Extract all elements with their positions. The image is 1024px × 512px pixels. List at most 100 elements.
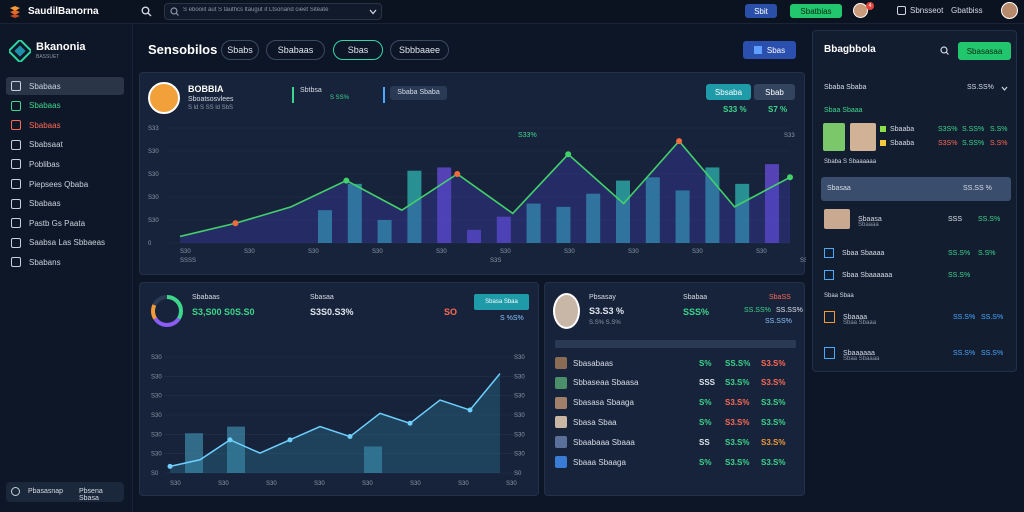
header-action-button[interactable]: Sbas — [743, 41, 796, 59]
app-logo-icon — [10, 6, 20, 18]
top-button-success[interactable]: Sbatbias — [790, 4, 842, 18]
right-item-c[interactable]: Sbaaaa SS.S% SS.S% — [824, 307, 1012, 327]
chevron-down-icon[interactable] — [1001, 86, 1008, 91]
nav-icon — [11, 218, 21, 229]
left-chart: S30 S30 S30 S30 S30 S30 S30 S30 S30 S30 S30 S30 S0 S0… — [151, 355, 525, 487]
chart-bar — [735, 183, 750, 243]
tab-3[interactable]: Sbas — [333, 40, 383, 60]
right-item-b[interactable]: Sbaa Sbaaaa SS.S% S.S% — [824, 243, 1012, 263]
right-item-a[interactable]: Sbaaba S3S% S.SS% S.S% — [880, 133, 1012, 153]
tab-1[interactable]: Sbabs — [221, 40, 259, 60]
ranking-panel: Pbsasay S3.S3 % S.S% S.S% Sbabaa SSS% Sb… — [544, 282, 805, 496]
item-v2: S.SS% — [962, 139, 985, 147]
chevron-down-icon[interactable] — [369, 9, 377, 15]
search-icon[interactable] — [940, 46, 949, 55]
chart-button-a[interactable]: Sbsaba — [706, 84, 751, 100]
kpi-b-chip[interactable]: Sbaba Sbaba — [390, 86, 447, 100]
section-c: Sbaba S Sbaaaaaa — [824, 159, 877, 165]
sidebar-item-6[interactable]: Sbabaas — [6, 195, 124, 213]
ranking-row[interactable]: Sbasa Sbaa S% S3.S% S3.S% — [555, 412, 796, 432]
sidebar-item-0[interactable]: Sbabaas — [6, 77, 124, 95]
item-name: Sbaaba — [890, 139, 915, 147]
chart-bar — [586, 193, 601, 243]
chart-bar — [705, 167, 720, 243]
ranking-row[interactable]: Sbbaseaa Sbaasa SSS S3.S% S3.S% — [555, 373, 796, 393]
row-thumbnail — [555, 376, 567, 389]
chart-button-b[interactable]: Sbab — [754, 84, 795, 100]
sidebar-item-8[interactable]: Saabsa Las Sbbaeas — [6, 234, 124, 252]
ranking-row[interactable]: Sbasasa Sbaaga S% S3.S% S3.S% — [555, 393, 796, 413]
sidebar-item-4[interactable]: Poblibas — [6, 155, 124, 173]
right-item-b[interactable]: Sbaasa SSS SS.S% — [824, 209, 1012, 229]
header-action-label: Sbas — [766, 45, 786, 55]
tab-4[interactable]: Sbbbaaee — [390, 40, 449, 60]
sidebar-item-label: Sbabsaat — [29, 140, 63, 150]
sidebar-item-label: Sbabaas — [29, 101, 61, 111]
settings-icon — [11, 487, 20, 496]
item-v3: S.S% — [990, 125, 1008, 133]
user-avatar[interactable] — [1001, 2, 1018, 19]
row-name: Sbaaa Sbaaga — [573, 457, 626, 467]
x-tick-label: S30 — [436, 249, 447, 255]
top-button-primary[interactable]: Sbit — [745, 4, 777, 18]
x-tick-label: S30 — [564, 249, 575, 255]
profile-avatar — [148, 82, 180, 114]
x-tick-label: S30 — [458, 481, 469, 487]
ranking-row[interactable]: Sbaabaaa Sbaaa SS S3.S% S3.S% — [555, 432, 796, 452]
row-thumbnail — [555, 416, 567, 429]
search-bar[interactable]: S ebooiit aut S tauthcs ltaugut it Ltson… — [164, 3, 382, 20]
section-d: Sbaa Sbaa — [824, 293, 854, 299]
chart-bar — [185, 433, 203, 473]
col-a-value: SSS% — [683, 307, 710, 317]
right-panel: Bbagbbola Sbasasaa Sbaba Sbaba SS.SS% Sb… — [812, 30, 1017, 372]
right-item-a[interactable]: Sbaaba S3S% S.SS% S.S% — [880, 119, 1012, 139]
tab-2[interactable]: Sbabaas — [266, 40, 325, 60]
document-icon[interactable] — [897, 6, 906, 15]
sidebar-item-1[interactable]: Sbabaas — [6, 97, 124, 115]
ranking-row[interactable]: Sbasabaas S% SS.S% S3.S% — [555, 353, 796, 373]
main-chart: S33 S30 S30 S30 S30 0 S30 S30 S30 S30 S30 S30 S30 S30… — [148, 126, 806, 264]
ranking-row[interactable]: Sbaaa Sbaaga S% S3.S% S3.S% — [555, 452, 796, 472]
x-tick-label: S30 — [500, 249, 511, 255]
top-bar: SaudilBanorna S ebooiit aut S tauthcs lt… — [0, 0, 1024, 24]
right-action-button[interactable]: Sbasasaa — [958, 42, 1011, 60]
sidebar-footer[interactable]: Pbasasnap Pbsena Sbasa — [6, 482, 124, 502]
section-a: Sbaba Sbaba — [824, 84, 867, 91]
sidebar-item-2[interactable]: Sbabaas — [6, 116, 124, 134]
right-title: Bbagbbola — [824, 44, 876, 55]
main-chart-panel: BOBBIA Sboatsosvlees S ld S SS ld SbS Sb… — [139, 72, 806, 275]
chart-bar — [347, 183, 362, 243]
y-tick-label-right: S30 — [514, 452, 525, 458]
line-point — [676, 138, 683, 145]
right-item-b[interactable]: Sbaa Sbaaaaaa SS.S% — [824, 265, 1012, 285]
line-area — [180, 141, 790, 243]
sidebar-item-7[interactable]: Pastb Gs Paata — [6, 214, 124, 232]
row-thumbnail — [555, 357, 567, 369]
grid-icon — [753, 46, 762, 54]
x-tick-label: S30 — [362, 481, 373, 487]
search-input[interactable]: S ebooiit aut S tauthcs ltaugut it Ltson… — [183, 7, 329, 13]
y-tick-label: S30 — [151, 452, 162, 458]
top-nav-b[interactable]: Gbatbiss — [951, 6, 983, 15]
left-badge[interactable]: Sbasa Sbaa — [474, 294, 529, 310]
search-icon[interactable] — [141, 6, 152, 17]
right-item-c[interactable]: Sbaaaaaa SS.S% SS.S% — [824, 343, 1012, 363]
sidebar-item-9[interactable]: Sbabans — [6, 253, 124, 271]
x-tick-label: S30 — [308, 249, 319, 255]
y-tick-label: S30 — [151, 432, 162, 438]
x-tick-label: S30 — [506, 481, 517, 487]
avatar[interactable] — [853, 3, 868, 18]
sidebar-item-label: Sbabaas — [29, 199, 61, 209]
item-v1: SS.S% — [953, 349, 976, 357]
top-nav-a[interactable]: Sbnsseot — [910, 6, 944, 15]
highlight-row[interactable]: Sbasaa SS.SS % — [821, 177, 1011, 201]
footer-left-label: Pbasasnap — [28, 488, 64, 495]
sidebar-item-5[interactable]: Piepsees Qbaba — [6, 175, 124, 193]
row-col-b: S3.S% — [725, 437, 750, 447]
sidebar-item-3[interactable]: Sbabsaat — [6, 136, 124, 154]
y-tick-label: S30 — [151, 374, 162, 380]
brand-name: Bkanonia — [36, 41, 86, 53]
y-tick-label: S30 — [148, 149, 159, 155]
y-tick-label: S30 — [151, 413, 162, 419]
value-a: S3,S00 S0S.S0 — [192, 307, 255, 317]
